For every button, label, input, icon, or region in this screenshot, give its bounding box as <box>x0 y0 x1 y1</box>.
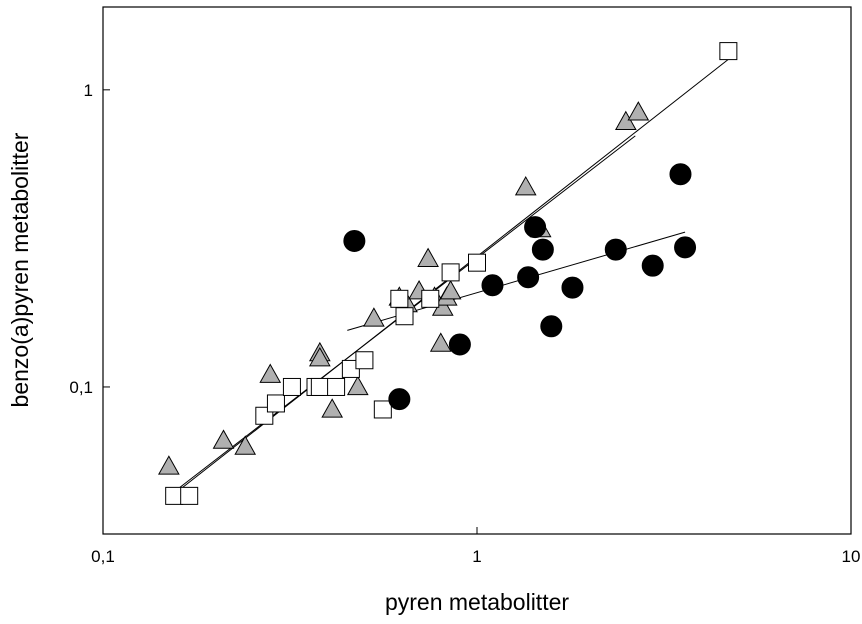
triangle-point-20 <box>614 110 637 131</box>
triangle-point-12 <box>417 247 439 267</box>
square-point-4 <box>282 377 301 396</box>
circle-point-1 <box>388 388 411 411</box>
triangle-point-1 <box>212 429 235 449</box>
triangle-point-3 <box>259 363 282 383</box>
circle-point-12 <box>674 236 697 259</box>
square-point-7 <box>327 377 346 396</box>
circle-point-2 <box>448 333 471 356</box>
square-point-14 <box>441 263 460 282</box>
x-tick-label-0: 0,1 <box>91 547 115 566</box>
triangle-point-14 <box>429 332 452 352</box>
axis-ticks: 0,1 1 10 0,1 1 <box>69 81 860 566</box>
square-point-15 <box>468 253 486 272</box>
triangle-point-6 <box>321 398 344 418</box>
circle-point-10 <box>641 254 664 277</box>
square-point-0 <box>165 486 184 505</box>
square-point-6 <box>310 377 329 396</box>
triangle-point-17 <box>439 279 462 300</box>
circle-point-5 <box>524 216 547 239</box>
square-point-1 <box>180 486 199 505</box>
x-tick-label-1: 1 <box>472 547 481 566</box>
square-point-9 <box>355 351 374 370</box>
circle-point-6 <box>531 238 554 261</box>
circle-point-7 <box>540 315 563 338</box>
circle-point-11 <box>669 163 692 186</box>
square-point-13 <box>421 289 440 308</box>
triangle-point-5 <box>308 346 331 367</box>
circle-point-4 <box>517 266 540 289</box>
square-point-10 <box>373 400 392 419</box>
y-tick-label-1: 1 <box>84 81 93 100</box>
y-axis-label: benzo(a)pyren metabolitter <box>7 132 33 407</box>
square-point-12 <box>395 307 414 326</box>
data-points <box>158 42 738 505</box>
triangle-point-7 <box>346 375 369 396</box>
y-tick-label-0: 0,1 <box>69 378 93 397</box>
circle-point-0 <box>343 229 366 252</box>
triangle-point-18 <box>514 176 537 196</box>
circle-point-9 <box>604 238 627 261</box>
circle-point-8 <box>561 276 584 299</box>
square-point-11 <box>390 289 409 308</box>
triangle-point-0 <box>158 455 180 475</box>
triangle-point-2 <box>234 435 257 455</box>
triangle-point-21 <box>627 101 650 121</box>
circle-point-3 <box>481 274 504 297</box>
triangle-point-8 <box>363 307 385 327</box>
x-tick-label-2: 10 <box>842 547 861 566</box>
square-point-16 <box>719 42 738 61</box>
square-point-3 <box>266 394 285 413</box>
x-axis-label: pyren metabolitter <box>385 589 569 615</box>
